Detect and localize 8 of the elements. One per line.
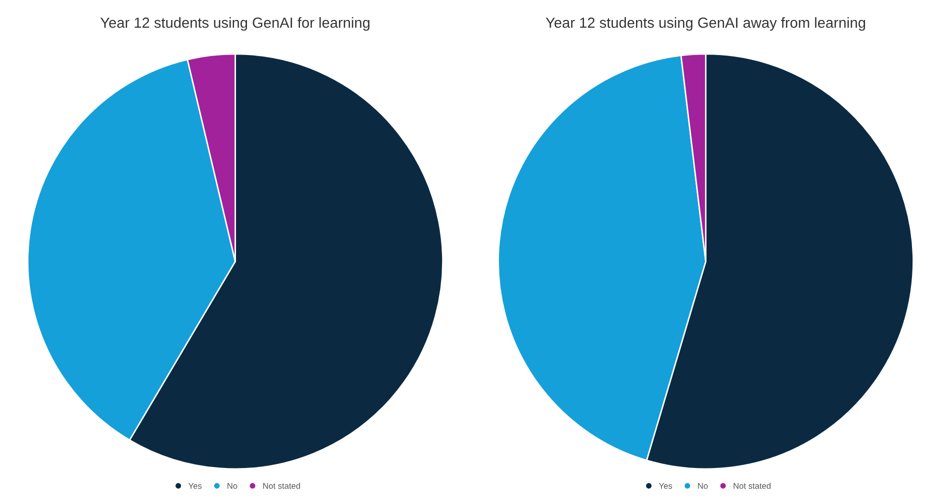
chart-title: Year 12 students using GenAI away from learning	[546, 17, 866, 31]
legend-label: Yes	[658, 483, 672, 489]
legend-label: Not stated	[734, 482, 770, 489]
chart-title: Year 12 students using GenAI for learning	[100, 17, 370, 31]
legend-label: Yes	[188, 483, 202, 489]
legend-label: No	[698, 483, 708, 489]
legend-label: No	[228, 483, 238, 489]
legend-label: Not stated	[263, 482, 300, 489]
